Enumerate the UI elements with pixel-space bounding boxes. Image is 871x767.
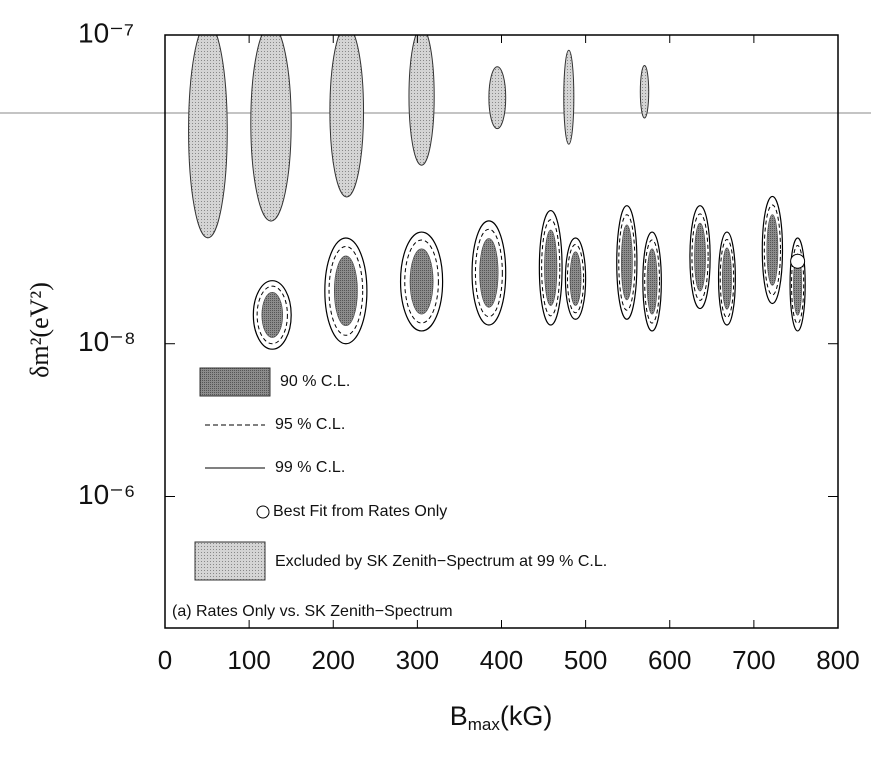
excluded-region <box>188 35 228 239</box>
y-tick-label: 10⁻⁸ <box>78 326 136 357</box>
contour-95 <box>719 238 735 319</box>
contour-90 <box>722 247 732 310</box>
annotation: (a) Rates Only vs. SK Zenith−Spectrum <box>172 603 453 620</box>
excluded-region <box>250 35 292 222</box>
contour-99 <box>616 205 638 320</box>
x-label-unit: (kG) <box>500 701 552 731</box>
contour-95 <box>328 245 364 336</box>
contour-95 <box>618 214 636 311</box>
contour-90 <box>334 255 358 327</box>
legend-label: 99 % C.L. <box>275 459 345 476</box>
excluded-region <box>563 49 575 145</box>
legend-label: Excluded by SK Zenith−Spectrum at 99 % C… <box>275 553 607 570</box>
contour-95 <box>763 204 781 296</box>
y-axis-label: δm²(eV²) <box>25 282 54 378</box>
legend-swatch-excluded <box>194 541 266 581</box>
contour-90 <box>694 222 706 292</box>
x-tick-label: 400 <box>480 645 523 675</box>
x-tick-label: 500 <box>564 645 607 675</box>
contour-99 <box>689 205 711 310</box>
excluded-region <box>329 35 365 198</box>
contour-95 <box>644 239 660 324</box>
x-label-subscript: max <box>468 715 501 734</box>
x-tick-label: 200 <box>312 645 355 675</box>
y-tick-label: 10⁻⁶ <box>78 479 135 510</box>
x-tick-label: 100 <box>227 645 270 675</box>
contour-99 <box>642 231 662 332</box>
x-label-text: B <box>450 701 468 731</box>
excluded-region <box>488 66 507 130</box>
contour-95 <box>541 219 561 317</box>
contour-95 <box>474 228 503 318</box>
contour-95 <box>566 244 585 314</box>
x-axis-label: Bmax(kG) <box>450 701 553 734</box>
contour-90 <box>544 229 558 306</box>
contour-99 <box>717 231 736 326</box>
contour-95 <box>404 239 439 324</box>
x-tick-label: 300 <box>396 645 439 675</box>
contour-95 <box>691 213 709 301</box>
best-fit <box>790 253 806 269</box>
contour-99 <box>324 237 368 345</box>
x-tick-label: 600 <box>648 645 691 675</box>
contour-99 <box>538 209 563 326</box>
contour-90 <box>261 292 283 338</box>
contour-90 <box>409 248 434 315</box>
legend-swatch-best-fit <box>256 505 270 519</box>
contour-95 <box>256 285 288 345</box>
legend-label: 95 % C.L. <box>275 416 345 433</box>
legend-label: Best Fit from Rates Only <box>273 503 447 520</box>
contour-99 <box>471 220 507 326</box>
contour-99 <box>399 231 444 332</box>
contour-90 <box>569 251 582 306</box>
x-tick-label: 700 <box>732 645 775 675</box>
legend-label: 90 % C.L. <box>280 373 350 390</box>
excluded-region <box>408 35 435 166</box>
contour-90 <box>620 224 633 301</box>
contour-99 <box>761 195 784 305</box>
legend-swatch-90 <box>199 367 271 397</box>
x-tick-label: 800 <box>816 645 859 675</box>
contour-95 <box>791 244 805 325</box>
excluded-region <box>639 65 650 119</box>
contour-90 <box>479 238 499 308</box>
regions <box>188 35 806 350</box>
contour-90 <box>646 248 658 315</box>
contour-90 <box>766 214 779 286</box>
contour-99 <box>564 237 587 320</box>
y-tick-label: 10⁻⁷ <box>78 17 134 48</box>
x-tick-label: 0 <box>158 645 172 675</box>
contour-99 <box>252 280 292 350</box>
contour-99 <box>789 237 806 332</box>
